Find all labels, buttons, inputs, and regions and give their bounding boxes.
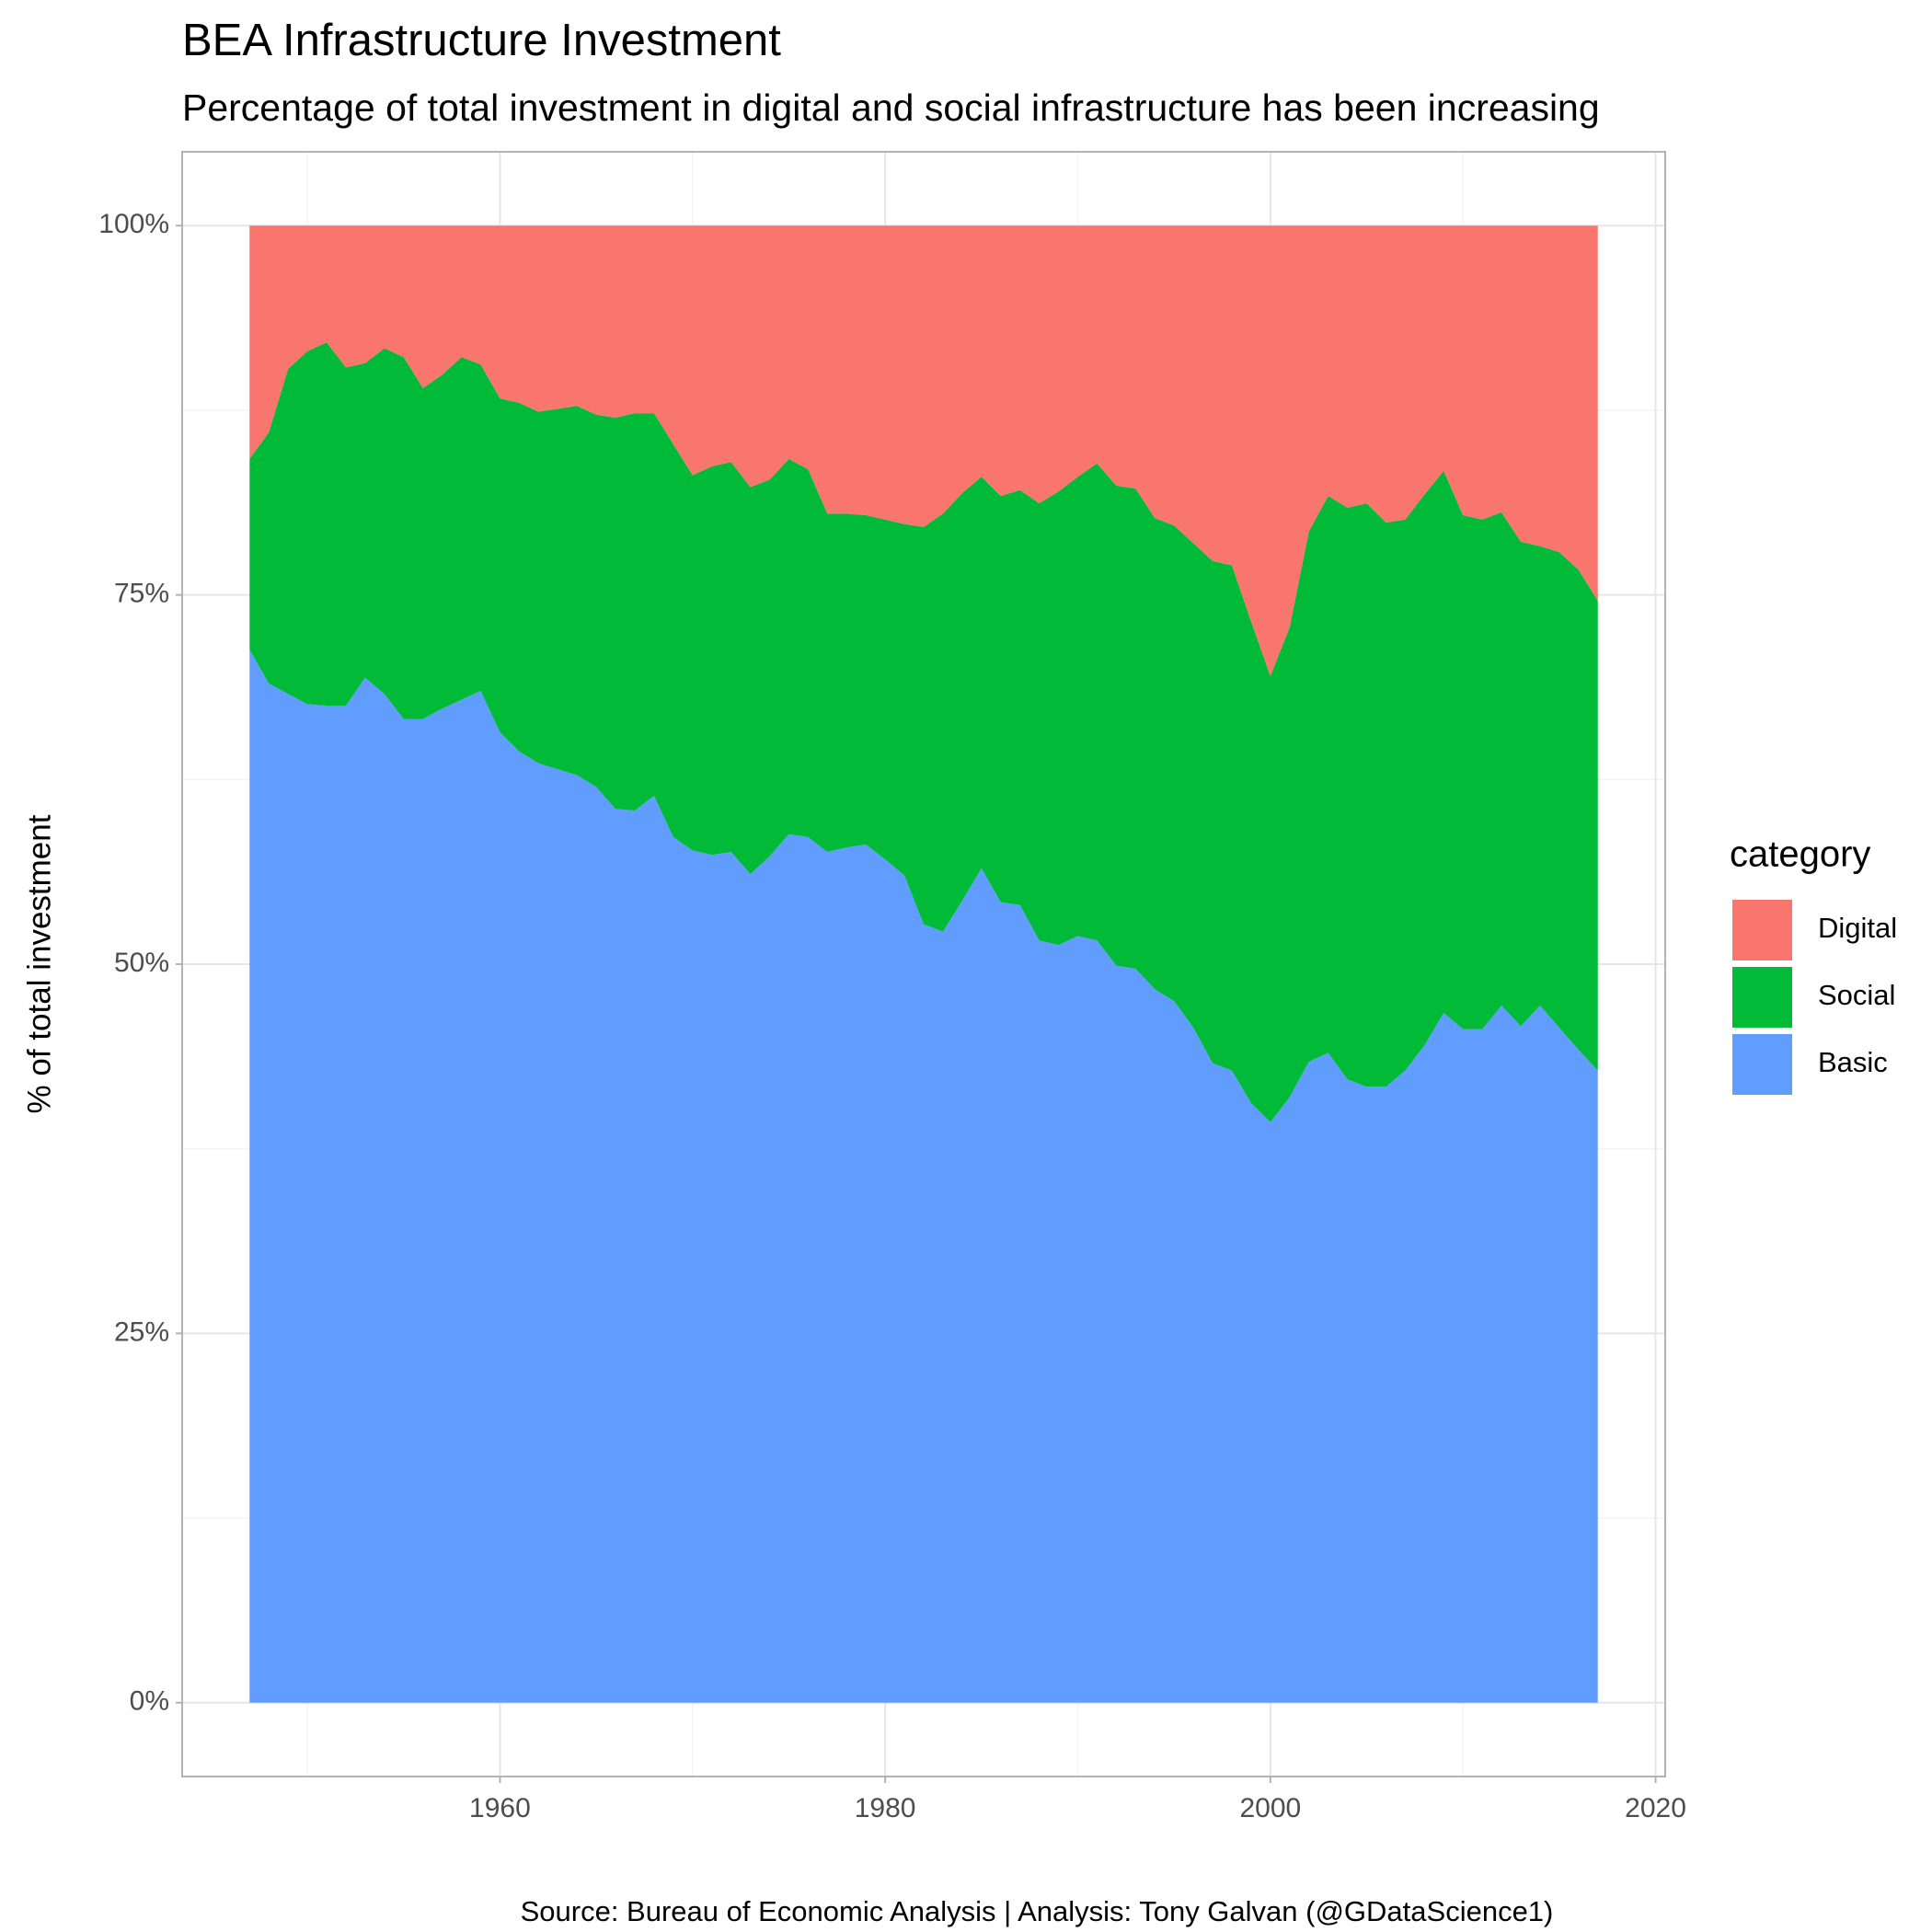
y-axis-title: % of total investment xyxy=(21,814,57,1113)
legend-key xyxy=(1731,1032,1794,1097)
legend-title: category xyxy=(1730,834,1870,875)
x-tick-label: 2020 xyxy=(1625,1793,1686,1823)
x-tick-label: 1960 xyxy=(469,1793,531,1823)
y-tick-label: 25% xyxy=(114,1317,169,1347)
legend-label: Basic xyxy=(1818,1046,1888,1078)
y-tick-label: 75% xyxy=(114,579,169,609)
legend-label: Social xyxy=(1818,979,1895,1011)
y-tick-label: 0% xyxy=(130,1686,169,1717)
chart-title: BEA Infrastructure Investment xyxy=(182,16,781,65)
legend-key xyxy=(1731,965,1794,1029)
area xyxy=(249,342,1598,1122)
panel-border xyxy=(181,151,1666,1777)
legend-label: Digital xyxy=(1818,912,1897,944)
y-tick-label: 50% xyxy=(114,948,169,978)
area xyxy=(249,650,1598,1703)
chart-subtitle: Percentage of total investment in digita… xyxy=(182,86,1600,129)
y-tick-label: 100% xyxy=(98,209,169,239)
legend-key xyxy=(1731,898,1794,962)
x-tick-label: 1980 xyxy=(855,1793,916,1823)
x-tick-label: 2000 xyxy=(1239,1793,1301,1823)
area xyxy=(249,225,1598,676)
caption: Source: Bureau of Economic Analysis | An… xyxy=(521,1895,1554,1927)
